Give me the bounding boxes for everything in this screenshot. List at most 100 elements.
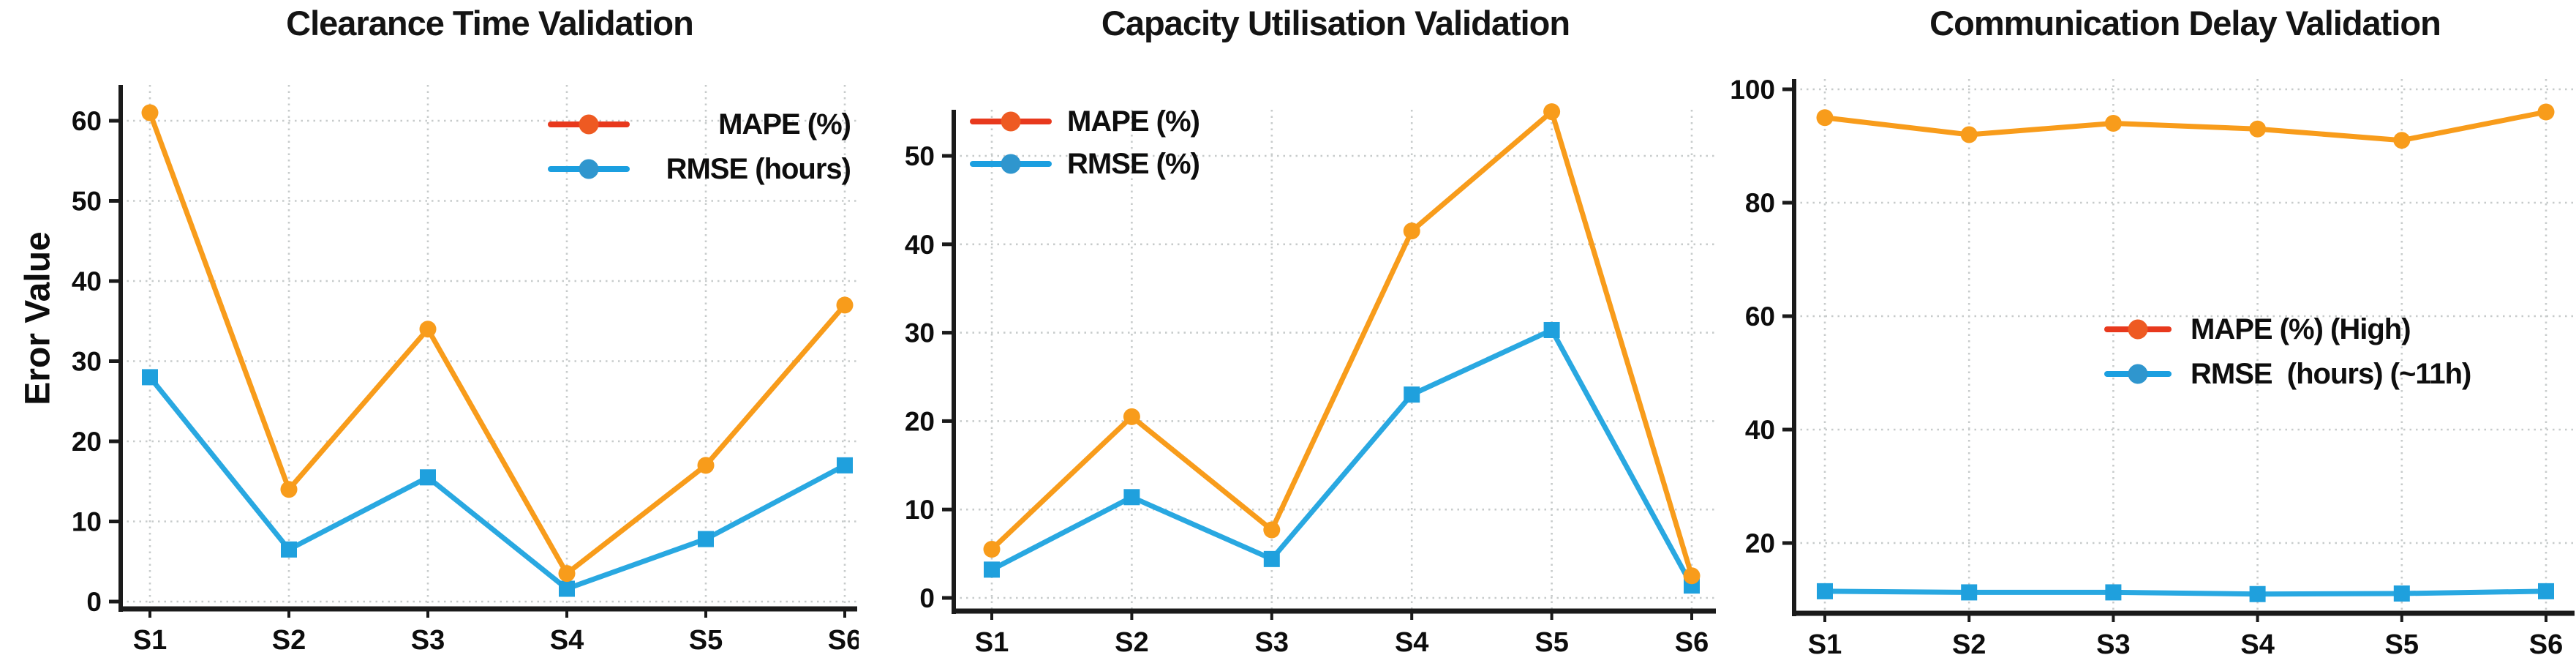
rmse-line bbox=[1822, 588, 2549, 597]
mape-legend-marker-icon bbox=[548, 114, 630, 135]
rmse-data-point bbox=[1123, 489, 1140, 506]
y-tick-label: 0 bbox=[919, 583, 935, 613]
rmse-legend-marker-icon bbox=[548, 159, 630, 179]
x-tick-label: S4 bbox=[1395, 627, 1428, 655]
y-tick-label: 40 bbox=[905, 230, 935, 260]
rmse-data-point bbox=[281, 541, 297, 558]
mape-data-point bbox=[1816, 109, 1834, 127]
y-tick-label: 100 bbox=[1730, 75, 1775, 105]
legend: MAPE (%) RMSE (%) bbox=[970, 104, 1200, 181]
chart-panel-clearance-time: 0 10 20 30 40 50 60 S1 S2 S3 S4 S5 S6 Clearance Time… bbox=[0, 0, 859, 655]
mape-data-point bbox=[1960, 126, 1978, 143]
legend-item-mape: MAPE (%) (High) bbox=[2104, 312, 2471, 347]
mape-data-point bbox=[1403, 222, 1420, 240]
mape-data-point bbox=[419, 321, 437, 338]
rmse-data-point bbox=[698, 531, 714, 547]
y-tick-label: 10 bbox=[905, 495, 935, 525]
rmse-data-point bbox=[420, 469, 436, 486]
chart-title: Communication Delay Validation bbox=[1929, 4, 2441, 42]
y-tick-label: 50 bbox=[905, 141, 935, 171]
y-tick-label: 30 bbox=[72, 347, 102, 377]
rmse-line bbox=[147, 374, 848, 591]
y-tick-label: 60 bbox=[1745, 302, 1775, 332]
y-axis-label: Eror Value bbox=[18, 231, 58, 405]
y-tick-label: 20 bbox=[1745, 528, 1775, 558]
y-tick-label: 60 bbox=[72, 106, 102, 136]
legend-label: RMSE (hours) bbox=[666, 153, 851, 185]
mape-line bbox=[989, 109, 1695, 579]
mape-line bbox=[1822, 109, 2549, 143]
rmse-data-point bbox=[142, 369, 158, 386]
mape-data-point bbox=[2104, 115, 2122, 132]
chart-panel-capacity-utilisation: 0 10 20 30 40 50 S1 S2 S3 S4 S5 S6 Capacity Utilisa… bbox=[859, 0, 1717, 655]
legend-label: RMSE (hours) (~11h) bbox=[2191, 358, 2471, 390]
mape-data-point bbox=[2393, 132, 2411, 149]
rmse-data-point bbox=[1543, 321, 1560, 338]
x-tick-label: S1 bbox=[1808, 629, 1842, 655]
mape-data-point bbox=[836, 296, 854, 314]
legend-item-rmse: RMSE (%) bbox=[970, 146, 1200, 181]
rmse-data-point bbox=[837, 457, 853, 474]
legend: MAPE (%) (High) RMSE (hours) (~11h) bbox=[2104, 312, 2471, 392]
mape-data-point bbox=[558, 565, 576, 583]
mape-legend-marker-icon bbox=[970, 111, 1052, 132]
legend-label: MAPE (%) bbox=[718, 108, 851, 141]
y-tick-label: 50 bbox=[72, 187, 102, 217]
legend-label: RMSE (%) bbox=[1067, 148, 1200, 180]
mape-data-point bbox=[2249, 120, 2267, 138]
y-tick-label: 20 bbox=[905, 406, 935, 436]
rmse-line bbox=[989, 327, 1695, 588]
y-tick-label: 40 bbox=[72, 266, 102, 296]
y-tick-label: 30 bbox=[905, 318, 935, 348]
x-tick-label: S6 bbox=[2529, 629, 2563, 655]
rmse-legend-marker-icon bbox=[2104, 364, 2172, 384]
rmse-data-point bbox=[1404, 386, 1420, 403]
mape-data-point bbox=[1683, 567, 1701, 585]
mape-line bbox=[147, 110, 848, 577]
mape-data-point bbox=[697, 457, 715, 474]
legend-item-rmse: RMSE (hours) (~11h) bbox=[2104, 356, 2471, 392]
legend-item-mape: MAPE (%) bbox=[970, 104, 1200, 139]
clearance-time-plot-area: 0 10 20 30 40 50 60 S1 S2 S3 S4 S5 S6 bbox=[72, 85, 859, 655]
rmse-data-point bbox=[1817, 583, 1833, 599]
rmse-data-point bbox=[559, 580, 575, 597]
chart-title: Clearance Time Validation bbox=[286, 4, 694, 42]
mape-data-point bbox=[280, 481, 298, 498]
chart-panel-communication-delay: 20 40 60 80 100 S1 S2 S3 S4 S5 S6 Communication De… bbox=[1717, 0, 2576, 655]
rmse-data-point bbox=[1263, 550, 1280, 567]
mape-data-point bbox=[983, 541, 1001, 558]
mape-data-point bbox=[141, 104, 159, 121]
legend-item-mape: MAPE (%) bbox=[548, 107, 851, 142]
rmse-data-point bbox=[1961, 584, 1978, 601]
legend-label: MAPE (%) (High) bbox=[2191, 313, 2411, 345]
x-tick-label: S4 bbox=[550, 625, 584, 655]
x-tick-label: S5 bbox=[1534, 627, 1568, 655]
capacity-utilisation-plot-area: 0 10 20 30 40 50 S1 S2 S3 S4 S5 S6 bbox=[905, 103, 1716, 655]
rmse-data-point bbox=[2538, 583, 2554, 599]
x-tick-label: S1 bbox=[133, 625, 167, 655]
legend-item-rmse: RMSE (hours) bbox=[548, 151, 851, 187]
rmse-data-point bbox=[2393, 585, 2410, 602]
x-tick-label: S2 bbox=[1115, 627, 1148, 655]
mape-data-point bbox=[1543, 103, 1561, 121]
y-tick-label: 20 bbox=[72, 427, 102, 457]
x-tick-label: S6 bbox=[828, 625, 859, 655]
rmse-data-point bbox=[984, 561, 1000, 578]
legend-label: MAPE (%) bbox=[1067, 105, 1200, 138]
x-tick-label: S1 bbox=[975, 627, 1009, 655]
communication-delay-plot-area: 20 40 60 80 100 S1 S2 S3 S4 S5 S6 bbox=[1730, 75, 2575, 655]
legend: MAPE (%) RMSE (hours) bbox=[548, 107, 851, 187]
x-tick-label: S2 bbox=[1952, 629, 1986, 655]
rmse-data-point bbox=[2105, 584, 2122, 601]
mape-data-point bbox=[1123, 408, 1140, 425]
mape-data-point bbox=[2537, 103, 2555, 121]
x-tick-label: S3 bbox=[1255, 627, 1289, 655]
x-tick-label: S3 bbox=[2096, 629, 2130, 655]
mape-legend-marker-icon bbox=[2104, 319, 2172, 340]
x-tick-label: S3 bbox=[411, 625, 445, 655]
x-tick-label: S5 bbox=[689, 625, 723, 655]
y-tick-label: 80 bbox=[1745, 188, 1775, 218]
mape-data-point bbox=[1263, 521, 1281, 539]
x-tick-label: S5 bbox=[2385, 629, 2419, 655]
